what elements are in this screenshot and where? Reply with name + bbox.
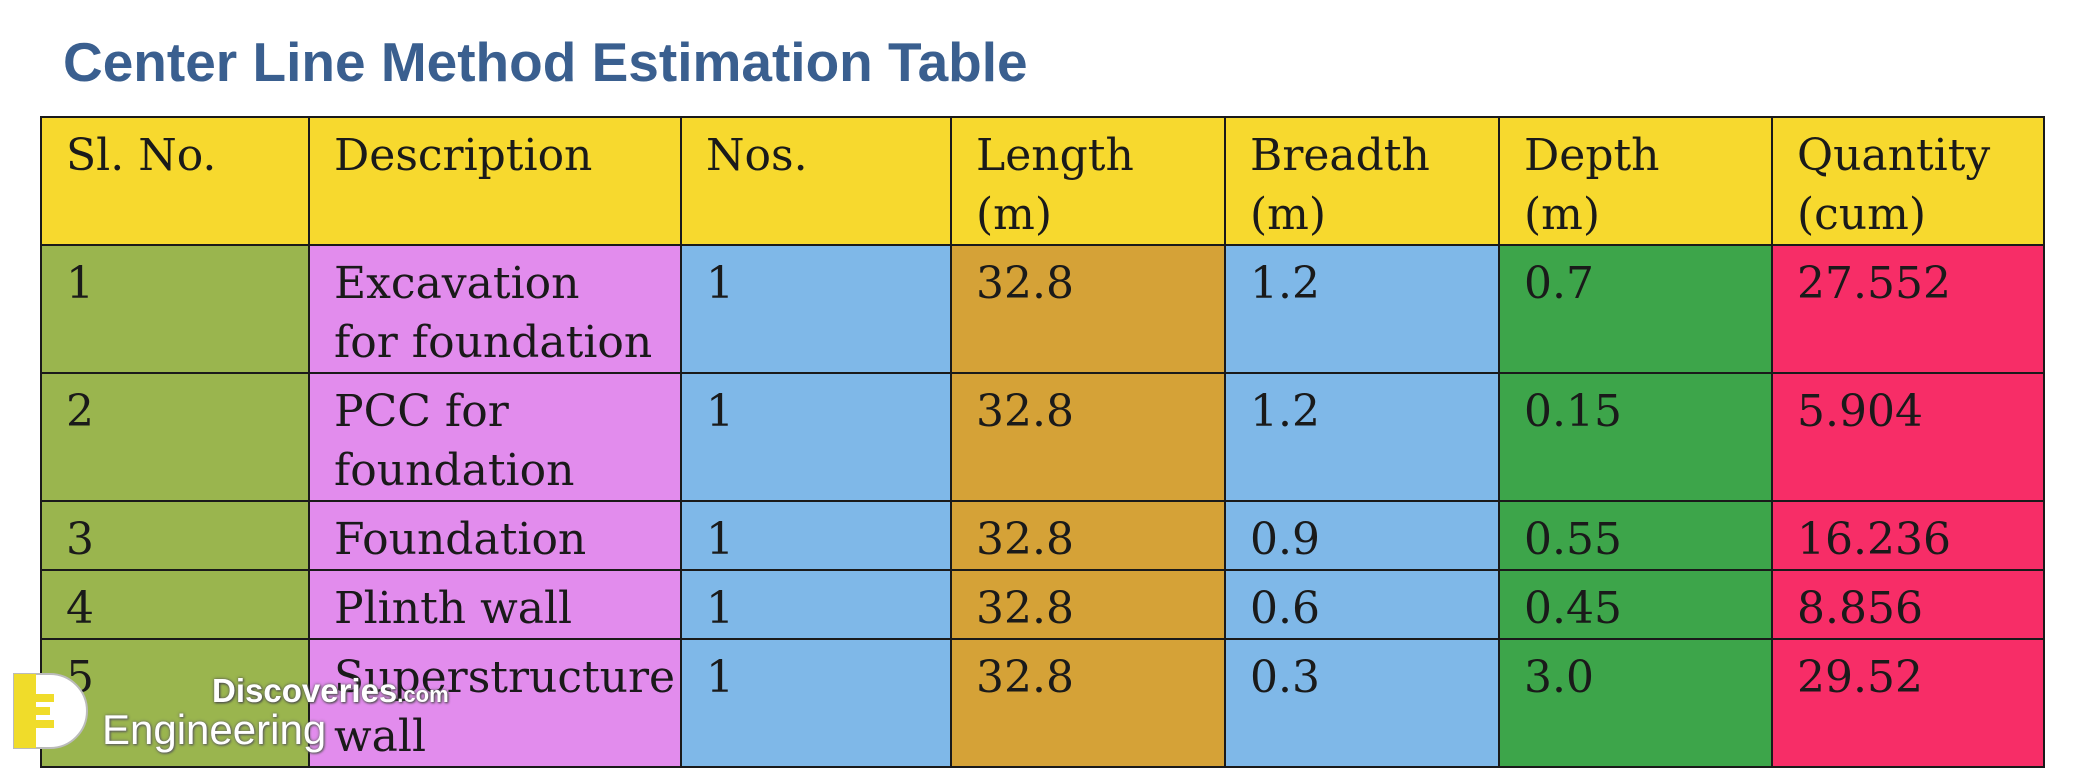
cell-nos: 1: [680, 372, 952, 502]
cell-breadth: 1.2: [1224, 244, 1500, 374]
cell-description: Excavation for foundation: [308, 244, 682, 374]
cell-nos: 1: [680, 638, 952, 768]
cell-sl-no: 1: [40, 244, 310, 374]
table-row: 2 PCC for foundation 1 32.8 1.2 0.15 5.9…: [40, 372, 2045, 502]
table-row: 5 Superstructure wall 1 32.8 0.3 3.0 29.…: [40, 638, 2045, 768]
cell-depth: 0.7: [1498, 244, 1773, 374]
cell-length: 32.8: [950, 500, 1226, 571]
header-row: Sl. No. Description Nos. Length (m) Brea…: [40, 116, 2045, 246]
cell-quantity: 27.552: [1771, 244, 2045, 374]
cell-depth: 0.45: [1498, 569, 1773, 640]
cell-length: 32.8: [950, 372, 1226, 502]
header-depth: Depth (m): [1498, 116, 1773, 246]
cell-description: Foundation: [308, 500, 682, 571]
cell-breadth: 0.9: [1224, 500, 1500, 571]
cell-description: PCC for foundation: [308, 372, 682, 502]
watermark-line2: Engineering: [102, 706, 327, 753]
header-nos: Nos.: [680, 116, 952, 246]
logo-mark-icon: [13, 673, 88, 749]
table-row: 3 Foundation 1 32.8 0.9 0.55 16.236: [40, 500, 2045, 571]
header-length: Length (m): [950, 116, 1226, 246]
cell-length: 32.8: [950, 638, 1226, 768]
cell-breadth: 0.3: [1224, 638, 1500, 768]
cell-quantity: 29.52: [1771, 638, 2045, 768]
header-sl-no: Sl. No.: [40, 116, 310, 246]
cell-quantity: 8.856: [1771, 569, 2045, 640]
cell-breadth: 1.2: [1224, 372, 1500, 502]
cell-length: 32.8: [950, 244, 1226, 374]
cell-length: 32.8: [950, 569, 1226, 640]
cell-quantity: 16.236: [1771, 500, 2045, 571]
table-row: 1 Excavation for foundation 1 32.8 1.2 0…: [40, 244, 2045, 374]
header-quantity: Quantity (cum): [1771, 116, 2045, 246]
cell-breadth: 0.6: [1224, 569, 1500, 640]
page-title: Center Line Method Estimation Table: [63, 31, 1028, 93]
header-description: Description: [308, 116, 682, 246]
watermark-logo: Discoveries.com Engineering: [10, 670, 450, 760]
cell-sl-no: 4: [40, 569, 310, 640]
cell-description: Plinth wall: [308, 569, 682, 640]
header-breadth: Breadth (m): [1224, 116, 1500, 246]
cell-sl-no: 3: [40, 500, 310, 571]
cell-depth: 0.15: [1498, 372, 1773, 502]
table-row: 4 Plinth wall 1 32.8 0.6 0.45 8.856: [40, 569, 2045, 640]
cell-nos: 1: [680, 244, 952, 374]
cell-depth: 3.0: [1498, 638, 1773, 768]
cell-depth: 0.55: [1498, 500, 1773, 571]
cell-description: Superstructure wall: [308, 638, 682, 768]
cell-quantity: 5.904: [1771, 372, 2045, 502]
cell-nos: 1: [680, 500, 952, 571]
estimation-table: Sl. No. Description Nos. Length (m) Brea…: [40, 116, 2045, 768]
watermark-line1: Discoveries.com: [212, 672, 449, 709]
cell-sl-no: 2: [40, 372, 310, 502]
cell-nos: 1: [680, 569, 952, 640]
